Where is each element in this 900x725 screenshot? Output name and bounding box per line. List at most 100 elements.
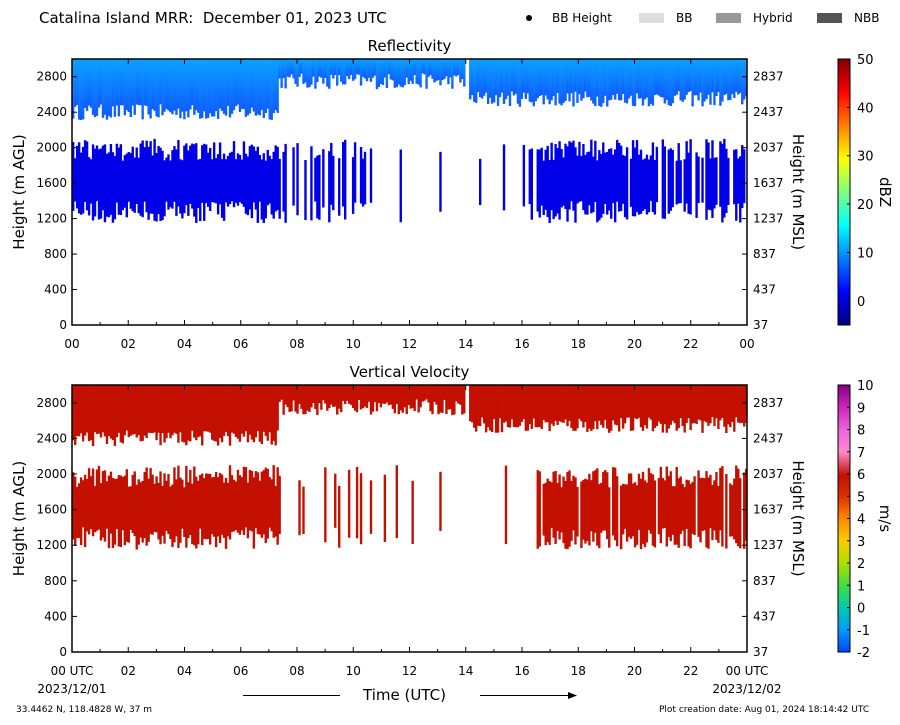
data-bar [516,59,520,104]
data-bar [494,59,498,96]
data-bar [677,478,680,548]
data-bar [405,385,408,415]
data-bar [359,473,363,545]
data-bar [97,149,101,220]
data-bar [580,481,583,548]
data-bar [721,466,724,547]
data-bar [87,59,91,106]
data-bar [183,145,186,214]
data-bar [207,385,210,432]
data-bar [214,59,218,112]
data-bar [381,59,385,85]
data-bar [713,157,716,209]
data-bar [429,385,432,412]
data-bar [266,385,269,441]
data-bar [99,483,103,541]
colorbar-tick-label: 40 [857,101,874,116]
data-bar [425,59,428,89]
y-tick-label: 2400 [36,431,67,445]
data-bar [171,59,174,115]
data-bar [332,385,335,407]
data-bar [663,480,667,529]
data-bar [326,385,329,411]
data-bar [183,59,186,120]
data-bar [530,385,533,429]
data-bar [73,385,77,446]
data-bar [570,142,573,202]
data-bar [109,471,113,534]
data-bar [715,59,718,97]
data-bar [449,59,452,78]
data-bar [623,59,627,103]
y-tick-label-right: 37 [753,318,768,332]
data-bar [107,475,111,549]
data-bar [351,59,355,81]
data-bar [119,385,123,443]
data-bar [91,468,95,537]
data-bar [475,385,478,432]
data-bar [264,467,267,544]
data-bar [324,59,327,78]
x-tick-label: 06 [233,664,248,678]
data-bar [373,59,377,76]
colorbar-tick-label: 5 [857,490,865,505]
data-bar [697,385,700,420]
data-bar [127,152,130,202]
data-bar [490,59,494,104]
data-bar [705,59,708,100]
data-bar [79,477,83,546]
data-bar [246,156,250,216]
data-bar [606,472,609,540]
data-bar [681,59,684,102]
data-bar [131,385,134,435]
colorbar [837,58,851,326]
data-bar [540,147,543,206]
data-bar [189,145,192,205]
data-bar [669,471,672,542]
data-bar [522,59,526,93]
data-bar [562,157,565,206]
data-bar [212,59,216,117]
data-bar [576,486,579,537]
data-bar [270,59,273,120]
data-bar [439,59,442,86]
data-bar [649,155,653,201]
data-bar [619,485,623,550]
data-bar [659,466,663,544]
data-bar [546,145,549,218]
colorbar-tick-label: 9 [857,401,865,416]
data-bar [115,59,119,106]
data-bar [153,138,156,221]
data-bar [91,385,95,447]
data-bar [270,385,273,445]
data-bar [713,385,716,427]
data-bar [733,385,736,432]
data-bar [83,385,87,436]
y-tick-label: 400 [44,609,67,623]
data-bar [242,385,246,437]
data-bar [558,141,561,220]
data-bar [228,385,232,446]
data-bar [123,385,127,436]
legend-label: Hybrid [753,11,793,25]
data-bar [203,59,206,112]
data-bar [627,473,631,537]
data-bar [218,59,222,109]
y-tick-label: 2800 [36,396,67,410]
data-bar [95,145,99,202]
data-bar [558,474,561,540]
data-bar [109,59,113,118]
data-bar [292,147,295,206]
data-bar [103,59,107,115]
data-bar [536,385,539,428]
data-bar [199,59,202,119]
data-bar [615,139,619,202]
data-bar [268,385,271,433]
data-bar [625,484,629,542]
data-bar [85,59,89,111]
data-bar [205,385,208,432]
data-bar [711,484,714,541]
data-bar [161,385,164,434]
data-bar [425,385,428,400]
data-bar [590,139,593,214]
